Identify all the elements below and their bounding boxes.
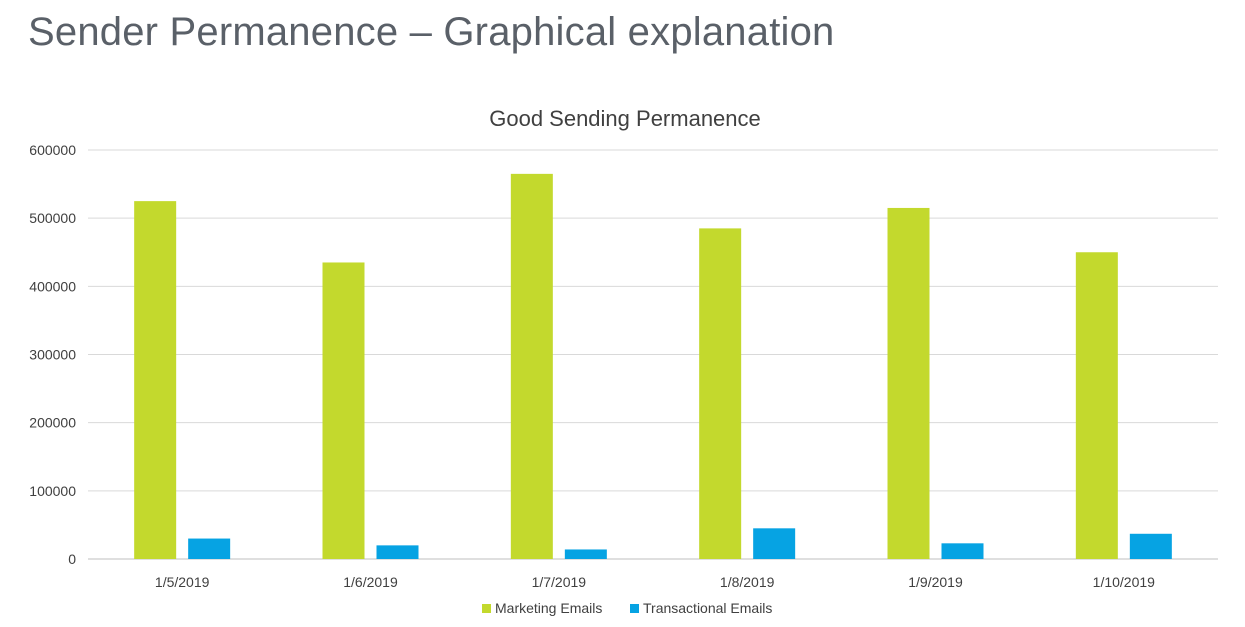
bar-transactional-2 (564, 549, 607, 559)
y-axis-ticks: 0 100000 200000 300000 400000 500000 600000 (29, 142, 76, 567)
legend: Marketing Emails Transactional Emails (482, 600, 772, 616)
x-tick-label: 1/9/2019 (908, 574, 963, 590)
y-tick-label: 400000 (29, 278, 76, 294)
y-tick-label: 300000 (29, 347, 76, 363)
y-tick-label: 0 (68, 551, 76, 567)
x-tick-label: 1/10/2019 (1093, 574, 1155, 590)
bar-marketing-0 (134, 201, 177, 559)
x-tick-label: 1/6/2019 (343, 574, 398, 590)
x-axis-ticks: 1/5/2019 1/6/2019 1/7/2019 1/8/2019 1/9/2019… (155, 574, 1155, 590)
y-tick-label: 100000 (29, 483, 76, 499)
bar-transactional-5 (1129, 533, 1172, 559)
bar-marketing-2 (510, 173, 553, 559)
chart-title: Good Sending Permanence (489, 106, 761, 131)
legend-label: Transactional Emails (643, 600, 772, 616)
gridlines (88, 149, 1218, 560)
y-tick-label: 200000 (29, 415, 76, 431)
legend-swatch (482, 604, 491, 613)
bar-marketing-3 (699, 228, 742, 559)
y-tick-label: 500000 (29, 210, 76, 226)
bar-transactional-1 (376, 545, 419, 559)
bars (134, 173, 1172, 560)
bar-transactional-3 (753, 528, 796, 559)
slide-title: Sender Permanence – Graphical explanatio… (28, 10, 835, 54)
legend-swatch (630, 604, 639, 613)
bar-transactional-4 (941, 543, 984, 559)
bar-marketing-4 (887, 207, 930, 560)
legend-label: Marketing Emails (495, 600, 602, 616)
bar-transactional-0 (188, 538, 231, 559)
y-tick-label: 600000 (29, 142, 76, 158)
bar-marketing-5 (1075, 252, 1118, 559)
x-tick-label: 1/5/2019 (155, 574, 210, 590)
x-tick-label: 1/8/2019 (720, 574, 775, 590)
bar-marketing-1 (322, 262, 365, 559)
x-tick-label: 1/7/2019 (532, 574, 587, 590)
